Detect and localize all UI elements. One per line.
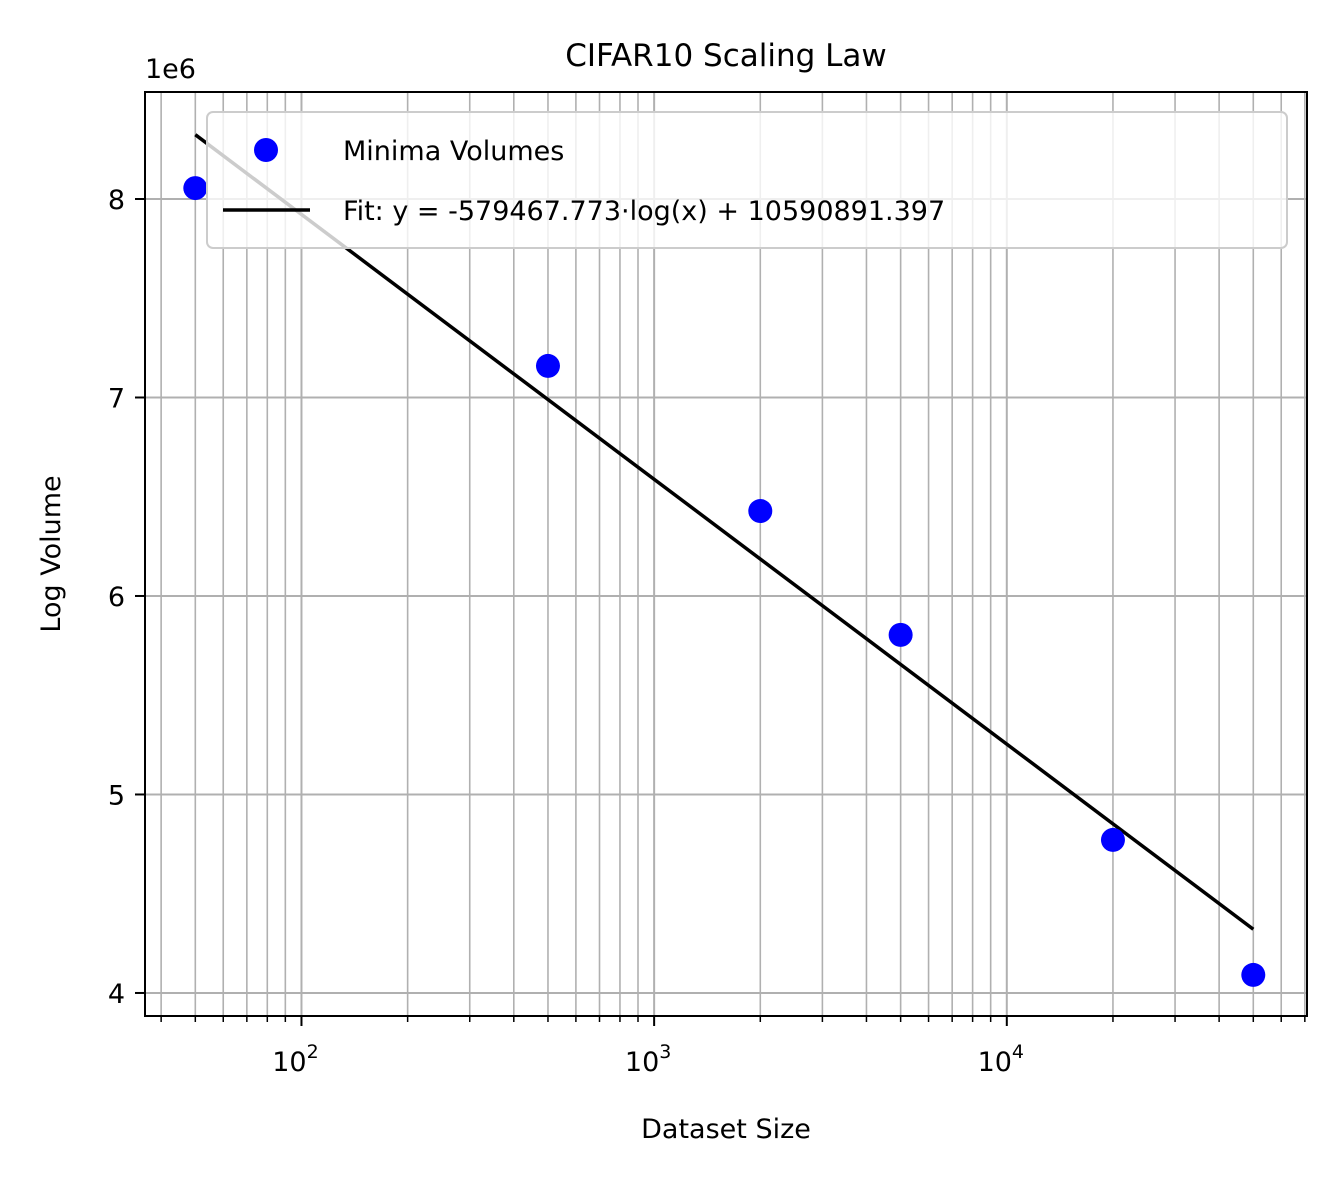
data-point — [748, 499, 773, 524]
y-offset-label: 1e6 — [145, 54, 196, 85]
data-point — [1241, 962, 1266, 987]
legend-label-fit: Fit: y = -579467.773·log(x) + 10590891.3… — [343, 196, 945, 227]
y-tick-label: 5 — [108, 780, 125, 811]
x-axis-label: Dataset Size — [641, 1114, 811, 1145]
data-point — [183, 176, 208, 201]
x-tick-label: 104 — [978, 1041, 1024, 1078]
legend: Minima Volumes Fit: y = -579467.773·log(… — [206, 111, 1288, 249]
x-tick-exponent: 2 — [307, 1041, 319, 1063]
y-tick-label: 8 — [108, 185, 125, 216]
x-tick-exponent: 3 — [659, 1041, 671, 1063]
legend-marker-minima — [254, 138, 278, 162]
fit-line — [194, 133, 1255, 931]
data-point — [888, 622, 913, 647]
x-tick-label: 102 — [272, 1041, 318, 1078]
data-point — [1100, 827, 1125, 852]
x-tick-label: 103 — [625, 1041, 671, 1078]
y-tick-label: 6 — [108, 582, 125, 613]
y-tick-label: 4 — [108, 979, 125, 1010]
legend-box — [206, 111, 1288, 249]
y-tick-label: 7 — [108, 383, 125, 414]
plot-frame — [144, 91, 1308, 1017]
y-axis-label: Log Volume — [36, 475, 67, 632]
chart-title: CIFAR10 Scaling Law — [565, 38, 887, 74]
x-tick-exponent: 4 — [1012, 1041, 1024, 1063]
marks — [183, 133, 1266, 987]
data-point — [535, 353, 560, 378]
legend-label-minima: Minima Volumes — [343, 136, 564, 167]
